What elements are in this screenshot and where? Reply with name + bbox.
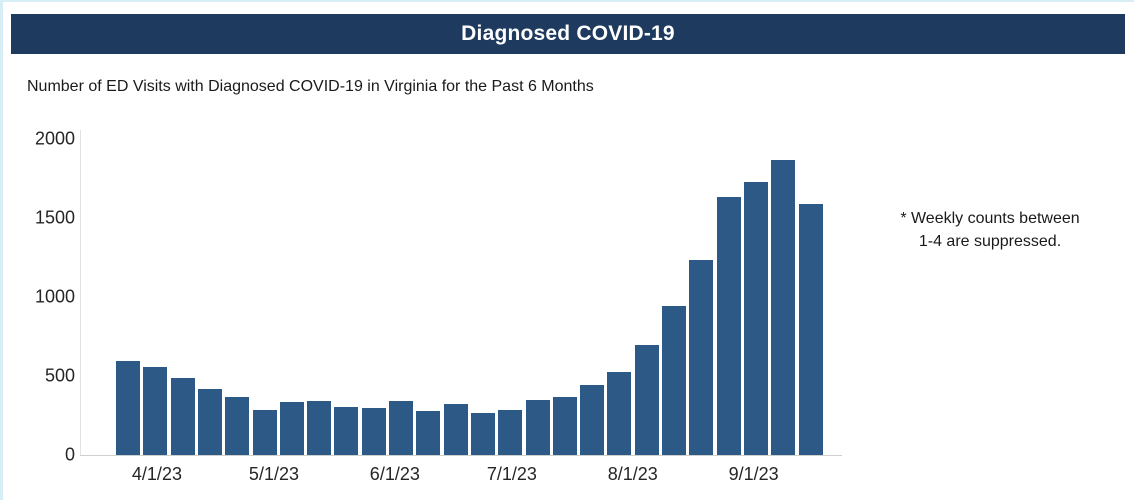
bar-week-20 <box>634 345 659 455</box>
x-axis-line <box>80 455 842 456</box>
bar-week-3 <box>170 378 195 455</box>
bar-week-18 <box>580 385 605 455</box>
bar-week-24 <box>743 182 768 455</box>
header-bar: Diagnosed COVID-19 <box>11 14 1125 54</box>
page-title: Diagnosed COVID-19 <box>461 22 675 45</box>
bar-week-12 <box>416 411 441 455</box>
y-tick-1500: 1500 <box>34 207 75 228</box>
x-tick-6/1/23: 6/1/23 <box>369 464 420 484</box>
bar-week-21 <box>662 306 686 455</box>
bar-week-9 <box>334 407 359 455</box>
bar-week-11 <box>389 401 413 455</box>
y-tick-500: 500 <box>44 365 75 386</box>
bar-week-13 <box>443 404 468 455</box>
bar-week-19 <box>607 372 632 455</box>
bar-week-2 <box>143 367 168 455</box>
suppression-note-line1: * Weekly counts between <box>900 210 1080 227</box>
bar-week-16 <box>525 400 550 455</box>
x-tick-7/1/23: 7/1/23 <box>486 464 537 484</box>
bar-week-4 <box>197 389 222 455</box>
bar-week-23 <box>716 197 741 455</box>
y-tick-2000: 2000 <box>34 128 75 149</box>
x-tick-8/1/23: 8/1/23 <box>607 464 658 484</box>
bar-week-17 <box>552 397 577 455</box>
bar-week-10 <box>361 408 386 455</box>
y-tick-0: 0 <box>64 444 75 465</box>
bar-plot-area <box>81 132 841 455</box>
y-axis-line <box>80 130 81 455</box>
bar-week-26 <box>798 204 823 455</box>
chart-title: Number of ED Visits with Diagnosed COVID… <box>27 78 594 95</box>
x-tick-5/1/23: 5/1/23 <box>248 464 299 484</box>
x-tick-9/1/23: 9/1/23 <box>728 464 779 484</box>
suppression-note: * Weekly counts between 1-4 are suppress… <box>865 207 1115 253</box>
bar-week-8 <box>307 401 332 455</box>
y-tick-1000: 1000 <box>34 286 75 307</box>
bar-week-6 <box>252 410 277 455</box>
bar-week-7 <box>279 402 304 455</box>
bar-week-22 <box>689 260 714 455</box>
bar-week-5 <box>225 397 250 455</box>
bar-week-1 <box>116 361 140 455</box>
bar-week-25 <box>771 160 796 455</box>
suppression-note-line2: 1-4 are suppressed. <box>918 233 1062 250</box>
bar-week-15 <box>498 410 523 455</box>
bar-week-14 <box>470 413 495 455</box>
x-tick-4/1/23: 4/1/23 <box>131 464 182 484</box>
